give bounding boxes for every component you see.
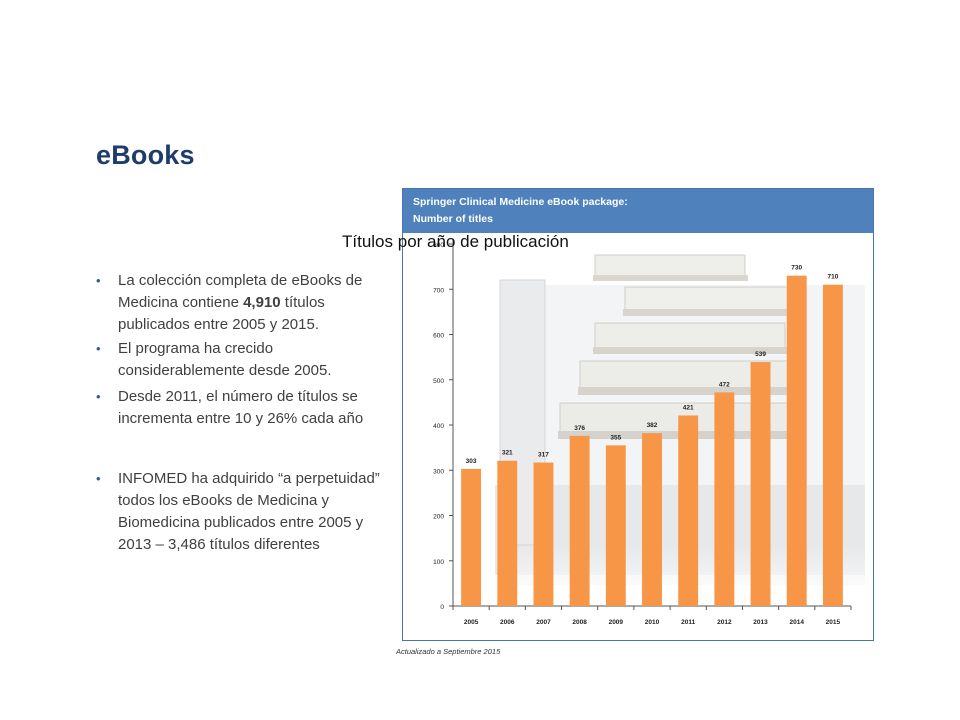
- x-tick-label: 2009: [609, 619, 624, 626]
- y-tick-label: 700: [433, 287, 444, 294]
- bullet-text-bold: 4,910: [243, 294, 281, 311]
- bar-chart: 0 100 200 300 400 500 600 700 800 303 2005 321 2006 3…: [433, 239, 852, 626]
- x-tick-label: 2015: [826, 619, 841, 626]
- bullet-text: El programa ha crecido considerablemente…: [118, 340, 332, 379]
- bar-value-label: 303: [466, 458, 477, 465]
- slide-title: eBooks: [96, 140, 195, 170]
- x-tick-label: 2008: [572, 619, 587, 626]
- bar-value-label: 472: [719, 381, 730, 388]
- x-tick-label: 2014: [789, 619, 804, 626]
- bar: [786, 275, 807, 606]
- bullet-item: El programa ha crecido considerablemente…: [96, 338, 396, 382]
- bar: [497, 460, 518, 606]
- bar: [642, 433, 662, 606]
- bar: [461, 468, 482, 606]
- y-tick-label: 400: [433, 423, 444, 430]
- x-tick-label: 2005: [464, 619, 479, 626]
- bar-value-label: 421: [683, 404, 694, 411]
- bullet-item: Desde 2011, el número de títulos se incr…: [96, 386, 396, 430]
- bullet-text-part: La colección completa de eBooks de Medic…: [118, 272, 363, 311]
- y-tick-label: 0: [440, 604, 444, 611]
- bullet-text-part: títulos publicados entre 2005 y 2015.: [118, 294, 325, 333]
- chart-title: Títulos por año de publicación: [342, 232, 569, 251]
- bar-value-label: 321: [502, 450, 513, 457]
- bar: [533, 462, 554, 606]
- bar: [822, 284, 843, 606]
- x-tick-label: 2011: [681, 619, 695, 626]
- bar-value-label: 730: [791, 265, 802, 272]
- bar: [714, 392, 735, 606]
- bar-value-label: 710: [827, 274, 838, 281]
- bar-value-label: 539: [755, 351, 766, 358]
- chart-frame: Springer Clinical Medicine eBook package…: [402, 188, 874, 641]
- bar: [678, 415, 699, 606]
- chart-header-line-2: Number of titles: [413, 213, 493, 225]
- bar: [569, 435, 590, 606]
- y-tick-label: 600: [433, 333, 444, 340]
- footnote: Actualizado a Septiembre 2015: [396, 647, 501, 656]
- x-tick-label: 2006: [500, 619, 515, 626]
- x-tick-label: 2012: [717, 619, 732, 626]
- bar-value-label: 355: [610, 434, 621, 441]
- x-tick-label: 2007: [536, 619, 551, 626]
- bullet-item: INFOMED ha adquirido “a perpetuidad” tod…: [96, 468, 396, 556]
- y-tick-label: 500: [433, 378, 444, 385]
- bullet-text: INFOMED ha adquirido “a perpetuidad” tod…: [118, 470, 380, 553]
- bullet-text: Desde 2011, el número de títulos se incr…: [118, 388, 364, 427]
- y-tick-label: 300: [433, 468, 444, 475]
- chart-header-line-1: Springer Clinical Medicine eBook package…: [413, 196, 628, 208]
- y-tick-label: 200: [433, 514, 444, 521]
- bar: [605, 445, 626, 606]
- bullet-item: La colección completa de eBooks de Medic…: [96, 270, 396, 336]
- bar-value-label: 376: [574, 425, 585, 432]
- x-tick-label: 2013: [753, 619, 768, 626]
- bullet-list: La colección completa de eBooks de Medic…: [96, 270, 396, 556]
- bar-value-label: 382: [647, 422, 658, 429]
- y-tick-label: 800: [433, 242, 444, 249]
- y-tick-label: 100: [433, 559, 444, 566]
- bar: [750, 362, 771, 606]
- chart-header: Springer Clinical Medicine eBook package…: [403, 189, 873, 233]
- bar-value-label: 317: [538, 452, 549, 459]
- x-tick-label: 2010: [645, 619, 660, 626]
